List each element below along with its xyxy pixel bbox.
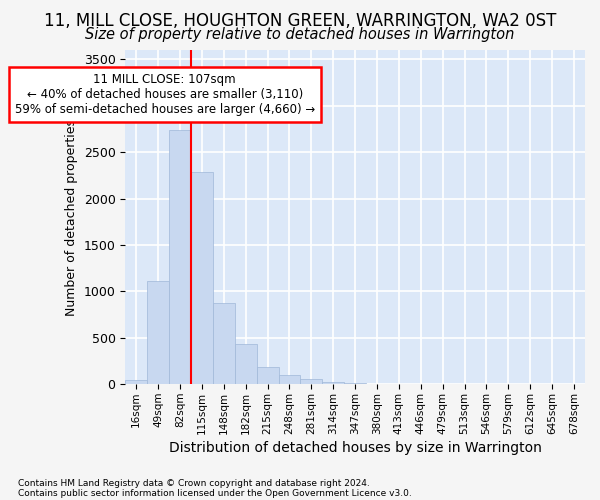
Bar	[278, 375, 301, 384]
Bar	[301, 378, 322, 384]
Bar	[147, 281, 169, 384]
Text: 11 MILL CLOSE: 107sqm
← 40% of detached houses are smaller (3,110)
59% of semi-d: 11 MILL CLOSE: 107sqm ← 40% of detached …	[14, 73, 315, 116]
Bar	[257, 367, 278, 384]
Bar	[322, 382, 344, 384]
Text: Contains HM Land Registry data © Crown copyright and database right 2024.: Contains HM Land Registry data © Crown c…	[18, 478, 370, 488]
Bar	[213, 302, 235, 384]
Text: 11, MILL CLOSE, HOUGHTON GREEN, WARRINGTON, WA2 0ST: 11, MILL CLOSE, HOUGHTON GREEN, WARRINGT…	[44, 12, 556, 30]
Y-axis label: Number of detached properties: Number of detached properties	[65, 118, 78, 316]
Text: Size of property relative to detached houses in Warrington: Size of property relative to detached ho…	[85, 28, 515, 42]
Bar	[125, 380, 147, 384]
Bar	[191, 172, 213, 384]
X-axis label: Distribution of detached houses by size in Warrington: Distribution of detached houses by size …	[169, 441, 542, 455]
Text: Contains public sector information licensed under the Open Government Licence v3: Contains public sector information licen…	[18, 488, 412, 498]
Bar	[169, 130, 191, 384]
Bar	[235, 344, 257, 385]
